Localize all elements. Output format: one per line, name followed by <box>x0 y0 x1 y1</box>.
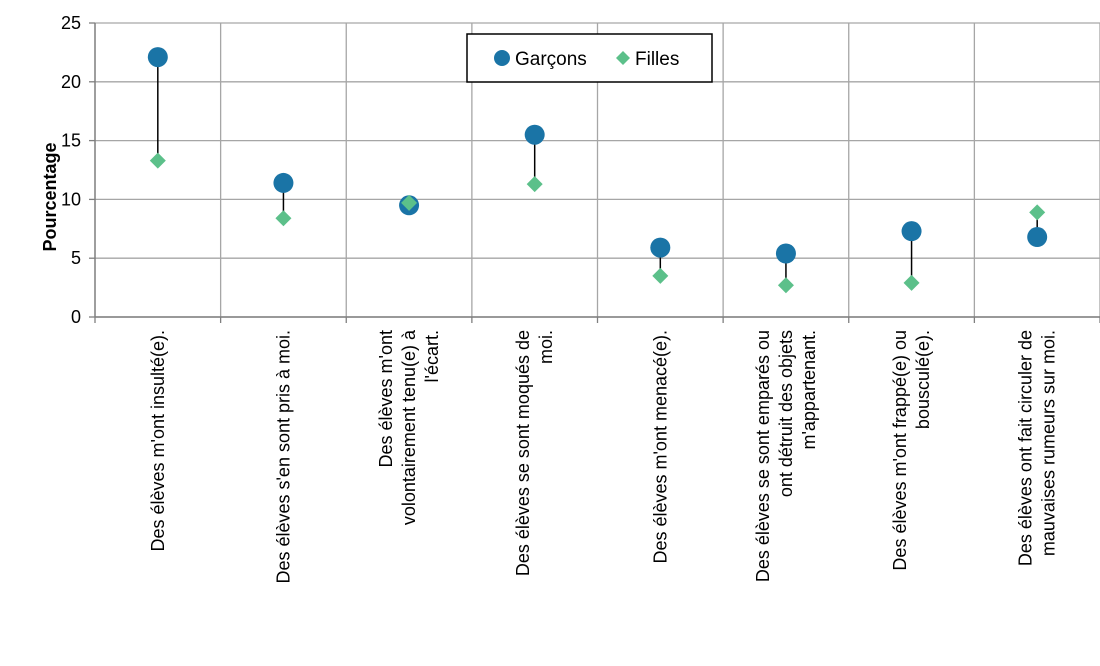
y-tick-label: 25 <box>61 13 81 33</box>
y-tick-label: 0 <box>71 307 81 327</box>
point-garcons <box>147 47 168 68</box>
y-tick-label: 20 <box>61 72 81 92</box>
category-label: Des élèves ont fait circuler de mauvaises… <box>1016 330 1059 566</box>
point-filles <box>526 176 543 193</box>
point-filles <box>903 274 920 291</box>
category-label-line: Des élèves m'ont frappé(e) ou <box>890 330 910 571</box>
category-label-line: m'appartenant. <box>799 330 819 450</box>
y-tick-labels: 0 5 10 15 20 25 <box>61 13 81 327</box>
point-garcons <box>650 237 671 258</box>
point-filles <box>401 194 418 211</box>
legend-marker-filles <box>616 51 630 65</box>
legend-label-garcons: Garçons <box>515 49 587 70</box>
category-label-line: Des élèves s'en sont pris à moi. <box>273 330 293 584</box>
category-label: Des élèves m'ont frappé(e) ou bousculé(e)… <box>890 330 933 571</box>
y-tick-label: 5 <box>71 248 81 268</box>
category-label: Des élèves m'ont volontairement tenu(e) à… <box>376 329 442 525</box>
category-label: Des élèves se sont emparés ou ont détruit… <box>753 330 819 582</box>
y-axis-label: Pourcentage <box>40 142 60 251</box>
category-label-line: mauvaises rumeurs sur moi. <box>1039 330 1059 556</box>
category-label-line: volontairement tenu(e) à <box>399 329 419 525</box>
category-label-line: Des élèves se sont moqués de <box>513 330 533 576</box>
category-label-line: bousculé(e). <box>913 330 933 429</box>
y-tick-label: 15 <box>61 131 81 151</box>
point-filles <box>652 267 669 284</box>
category-label: Des élèves m'ont menacé(e). <box>650 330 670 564</box>
category-label-line: Des élèves se sont emparés ou <box>753 330 773 582</box>
category-label-line: moi. <box>536 330 556 364</box>
point-garcons <box>273 172 294 193</box>
category-label: Des élèves m'ont insulté(e). <box>148 330 168 552</box>
point-garcons <box>524 124 545 145</box>
point-filles <box>275 210 292 227</box>
category-label-line: Des élèves m'ont menacé(e). <box>650 330 670 564</box>
category-label: Des élèves s'en sont pris à moi. <box>273 330 293 584</box>
axes <box>89 22 1100 323</box>
point-garcons <box>775 243 796 264</box>
category-label-line: l'écart. <box>422 330 442 382</box>
y-tick-label: 10 <box>61 189 81 209</box>
legend-marker-garcons <box>494 50 510 66</box>
point-garcons <box>1027 227 1048 248</box>
point-filles <box>149 152 166 169</box>
category-label-line: ont détruit des objets <box>776 330 796 497</box>
category-label: Des élèves se sont moqués de moi. <box>513 330 556 576</box>
point-filles <box>1029 204 1046 221</box>
point-garcons <box>901 221 922 242</box>
legend: Garçons Filles <box>466 33 713 83</box>
point-filles <box>777 277 794 294</box>
category-labels: Des élèves m'ont insulté(e). Des élèves s… <box>148 329 1059 584</box>
category-label-line: Des élèves m'ont insulté(e). <box>148 330 168 552</box>
legend-label-filles: Filles <box>635 49 679 70</box>
category-label-line: Des élèves m'ont <box>376 330 396 468</box>
category-label-line: Des élèves ont fait circuler de <box>1016 330 1036 566</box>
data-points <box>147 47 1048 294</box>
